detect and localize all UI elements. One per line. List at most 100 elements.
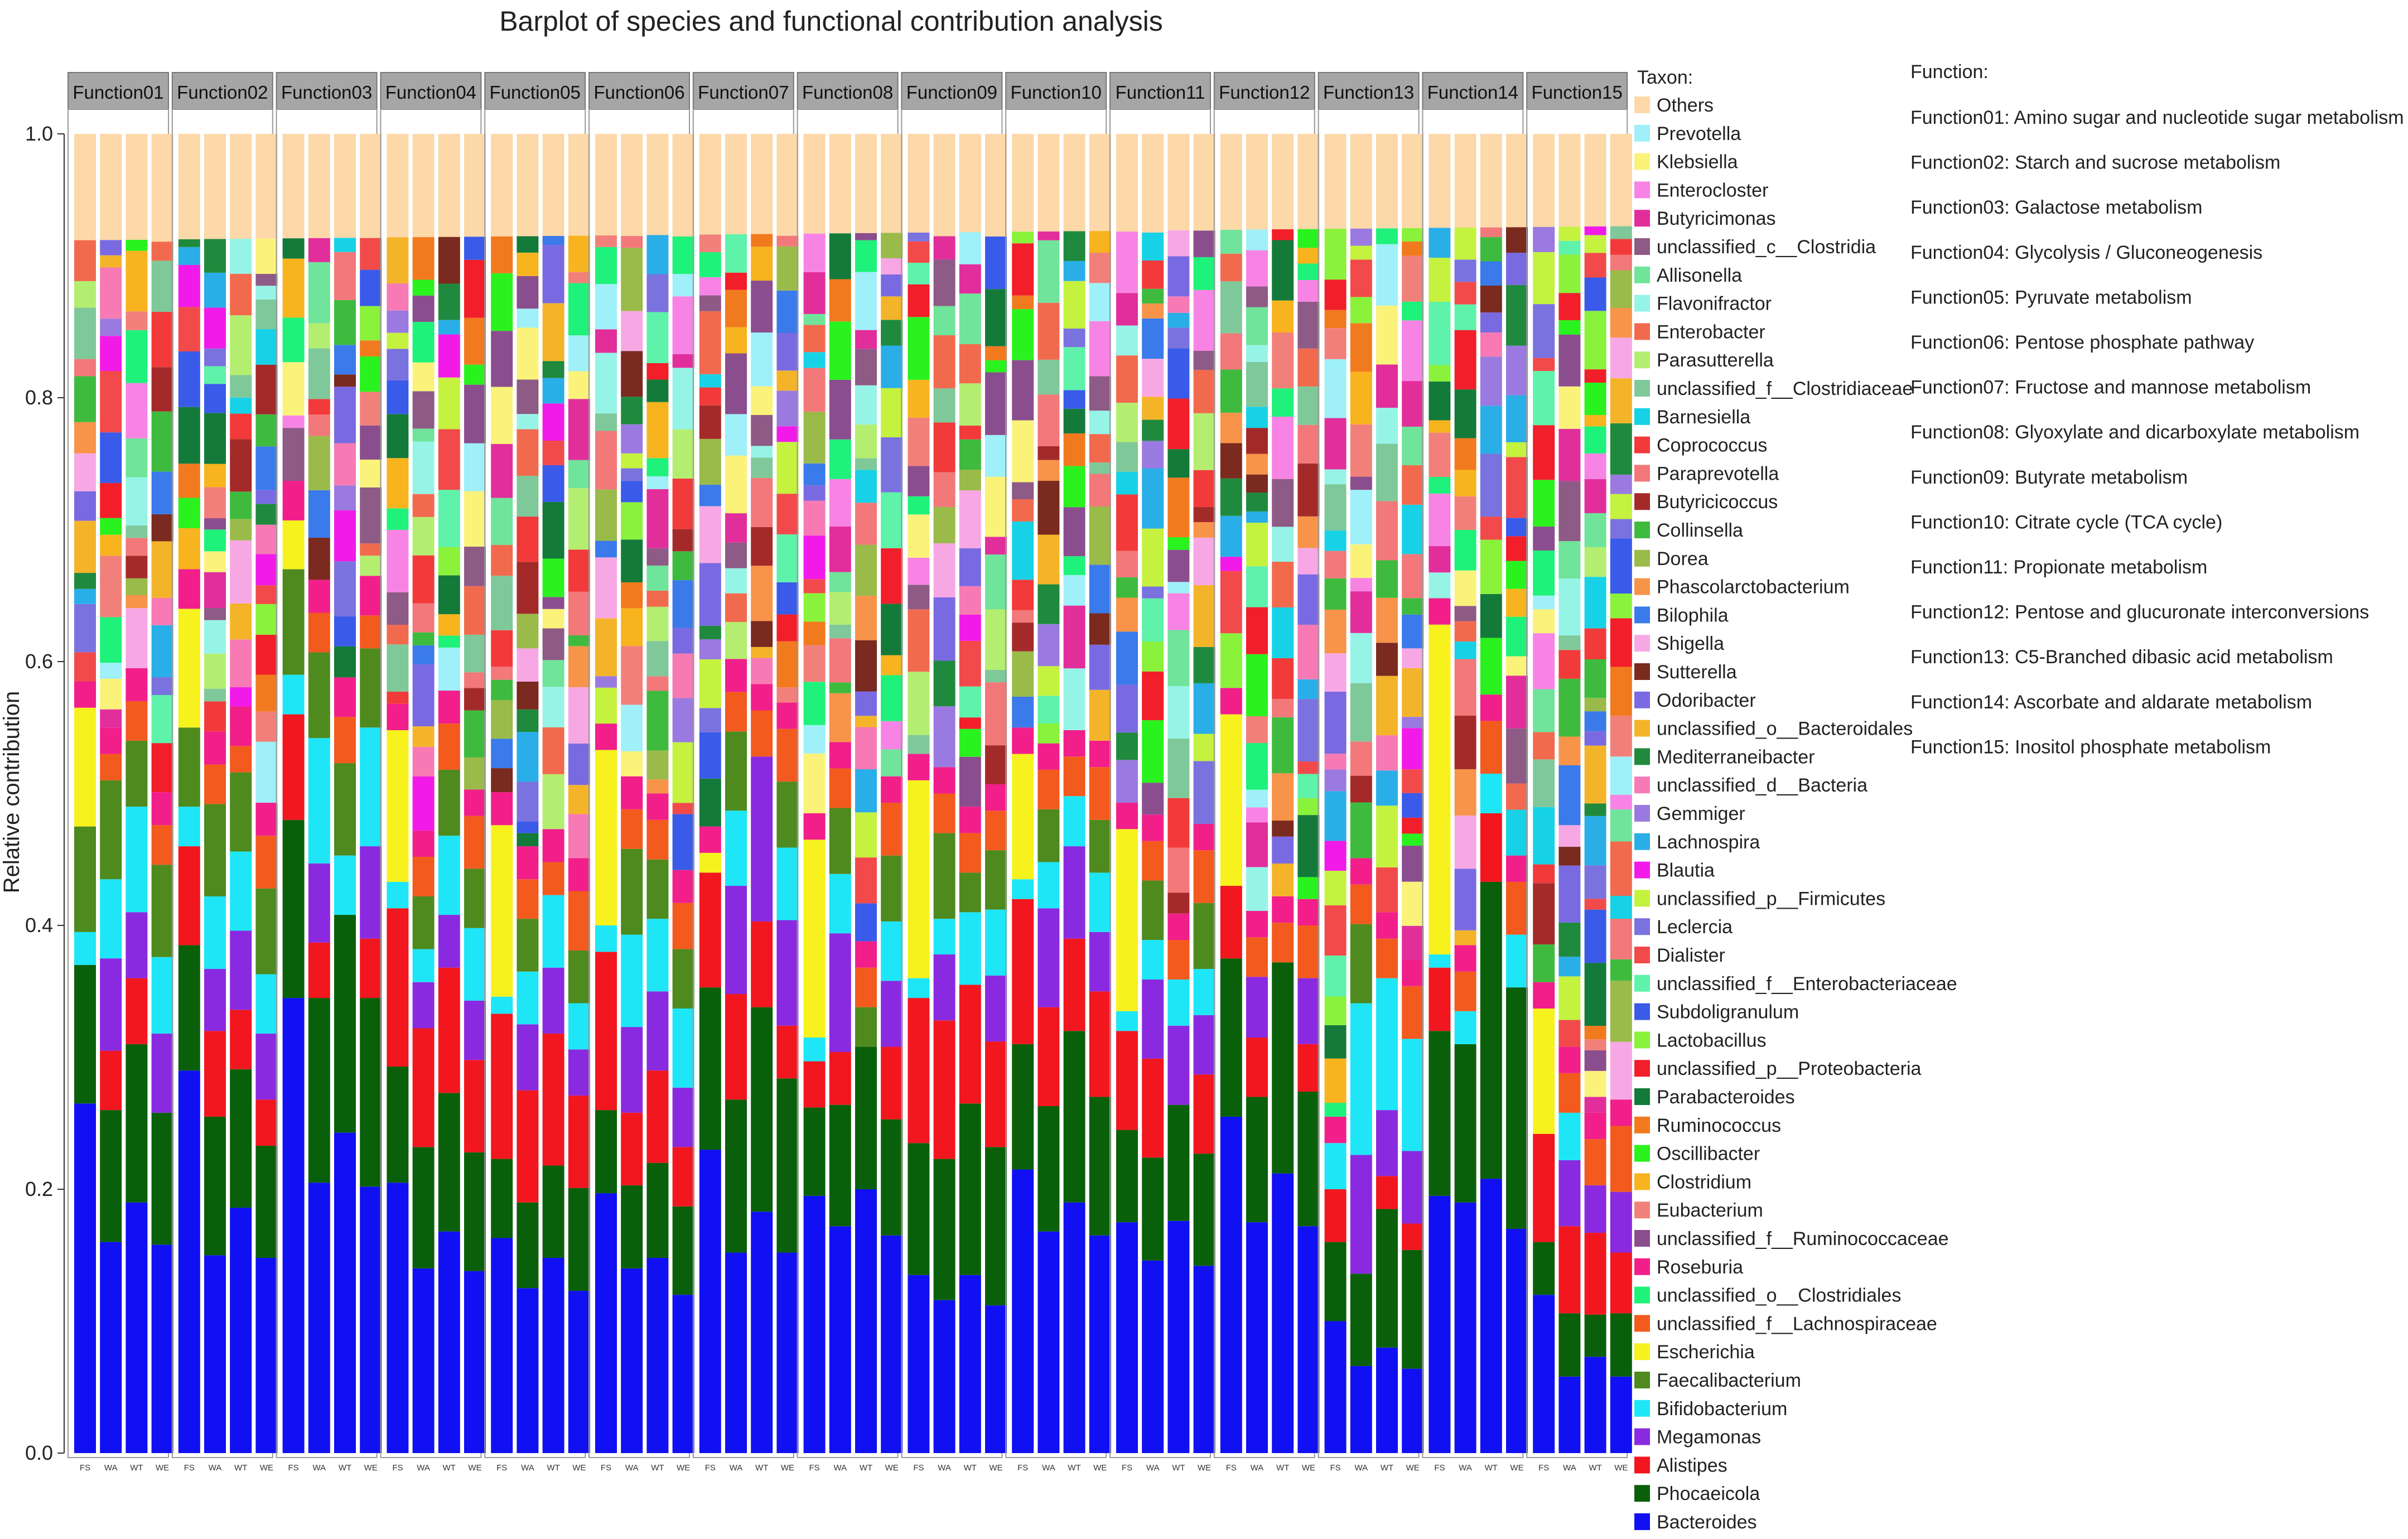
segment-bacteroides: [74, 1103, 96, 1453]
segment-klebsiella: [1558, 386, 1581, 429]
segment-paraprevotella: [464, 672, 486, 688]
segment-unclassified_p__firmicutes: [438, 377, 460, 430]
segment-bacteroides: [412, 1268, 435, 1453]
panel-strip: [1005, 72, 1107, 110]
segment-gemmiger: [1402, 717, 1424, 729]
segment-bifidobacterium: [1376, 978, 1398, 1111]
segment-faecalibacterium: [412, 896, 435, 949]
sample-label: WT: [964, 1463, 977, 1473]
segment-oscillibacter: [491, 273, 513, 331]
segment-subdoligranulum: [621, 481, 643, 503]
bar-function12-fs: [1220, 134, 1242, 1453]
segment-alistipes: [621, 1112, 643, 1185]
segment-enterocloster: [672, 296, 694, 354]
segment-enterocloster: [1272, 417, 1294, 479]
segment-parasutterella: [74, 281, 96, 308]
segment-unclassified_f__clostridiaceae: [1610, 226, 1632, 239]
segment-unclassified_f__enterobacteriaceae: [1454, 304, 1476, 330]
legend-label: Gemmiger: [1657, 803, 1745, 824]
segment-unclassified_f__lachnospiraceae: [1584, 1139, 1606, 1185]
segment-barnesiella: [1584, 577, 1606, 629]
segment-klebsiella: [204, 551, 226, 572]
segment-bifidobacterium: [1142, 940, 1164, 980]
segment-bifidobacterium: [204, 896, 226, 969]
segment-flavonifractor: [1116, 325, 1138, 356]
legend-label: Blautia: [1657, 860, 1715, 881]
segment-unclassified_f__lachnospiraceae: [1610, 1126, 1632, 1192]
segment-bifidobacterium: [1558, 1112, 1581, 1160]
legend-label: unclassified_f__Clostridiaceae: [1657, 378, 1913, 399]
segment-shigella: [933, 543, 956, 598]
segment-unclassified_o__clostridiales: [1297, 263, 1320, 281]
legend-swatch: [1634, 890, 1650, 907]
segment-faecalibacterium: [230, 772, 252, 852]
segment-oscillibacter: [1297, 877, 1320, 899]
segment-mediterraneibacter: [1193, 647, 1215, 683]
segment-unclassified_f__clostridiaceae: [126, 525, 148, 538]
segment-faecalibacterium: [933, 833, 956, 919]
segment-escherichia: [387, 730, 409, 882]
segment-gemmiger: [100, 319, 122, 336]
segment-sutterella: [1089, 613, 1111, 645]
legend-swatch: [1634, 295, 1650, 312]
segment-flavonifractor: [412, 441, 435, 494]
sample-label: FS: [1330, 1463, 1341, 1473]
segment-butyricimonas: [1324, 418, 1347, 470]
legend-label: Ruminococcus: [1657, 1115, 1781, 1136]
segment-others: [255, 134, 278, 239]
segment-unclassified_p__firmicutes: [1558, 976, 1581, 1020]
segment-unclassified_o__clostridiales: [672, 236, 694, 274]
segment-ruminococcus: [1324, 310, 1347, 329]
segment-megamonas: [1063, 846, 1085, 939]
segment-odoribacter: [933, 597, 956, 661]
segment-unclassified_c__clostridia: [646, 548, 669, 566]
segment-lachnospira: [1297, 679, 1320, 699]
segment-ruminococcus: [464, 317, 486, 365]
y-axis: 0.00.20.40.60.81.0: [25, 122, 65, 1464]
legend-swatch: [1634, 748, 1650, 765]
segment-faecalibacterium: [855, 1007, 877, 1047]
segment-alistipes: [464, 1060, 486, 1152]
segment-dorea: [464, 757, 486, 790]
segment-roseburia: [933, 767, 956, 794]
segment-leclercia: [1480, 454, 1502, 517]
segment-lactobacillus: [1012, 231, 1034, 244]
segment-oscillibacter: [959, 729, 981, 757]
segment-paraprevotella: [74, 359, 96, 377]
segment-unclassified_d__bacteria: [803, 500, 826, 536]
segment-lactobacillus: [1429, 365, 1451, 382]
segment-others: [387, 134, 409, 238]
segment-dorea: [699, 438, 721, 485]
segment-unclassified_p__proteobacteria: [1402, 817, 1424, 834]
bar-function11-we: [1193, 134, 1215, 1453]
segment-roseburia: [151, 792, 173, 826]
segment-prevotella: [255, 741, 278, 803]
bar-function04-wt: [438, 134, 460, 1453]
bar-function13-we: [1402, 134, 1424, 1453]
segment-dialister: [1350, 259, 1372, 297]
panel-strip: [276, 72, 378, 110]
segment-unclassified_f__clostridiaceae: [1220, 281, 1242, 334]
legend-item: Faecalibacterium: [1634, 1370, 1801, 1391]
legend-label: unclassified_f__Ruminococcaceae: [1657, 1228, 1949, 1249]
segment-bifidobacterium: [959, 912, 981, 985]
segment-ruminococcus: [751, 234, 773, 247]
segment-unclassified_f__enterobacteriaceae: [646, 312, 669, 363]
segment-barnesiella: [1272, 607, 1294, 658]
segment-bifidobacterium: [595, 925, 617, 952]
segment-others: [1167, 134, 1190, 230]
segment-flavonifractor: [1272, 527, 1294, 562]
segment-unclassified_c__clostridia: [933, 259, 956, 306]
segment-bilophila: [1142, 318, 1164, 359]
legend-item: Paraprevotella: [1634, 463, 1779, 484]
segment-escherichia: [74, 707, 96, 827]
legend-item: unclassified_p__Firmicutes: [1634, 888, 1885, 909]
segment-roseburia: [1324, 1116, 1347, 1144]
segment-roseburia: [387, 703, 409, 730]
segment-roseburia: [282, 480, 305, 520]
segment-unclassified_d__bacteria: [672, 653, 694, 698]
segment-butyricicoccus: [1012, 623, 1034, 652]
segment-unclassified_f__enterobacteriaceae: [725, 234, 747, 273]
sample-label: FS: [184, 1463, 195, 1473]
bar-function13-fs: [1324, 134, 1347, 1453]
